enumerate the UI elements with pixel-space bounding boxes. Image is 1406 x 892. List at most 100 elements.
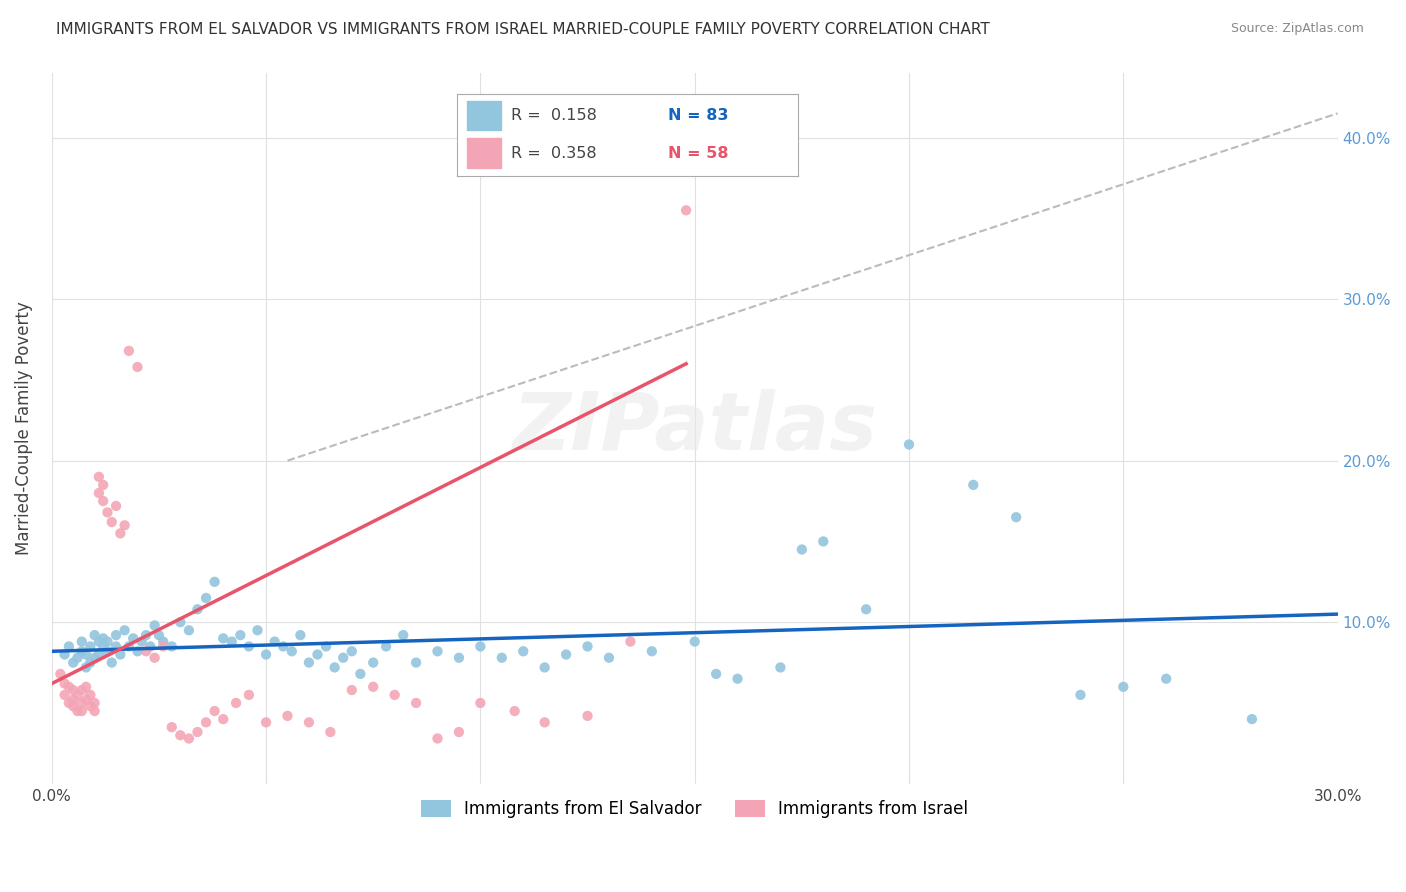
Point: [727, 672, 749, 686]
Point: [177, 624, 200, 638]
Point: [75, 660, 97, 674]
Point: [122, 632, 145, 646]
Point: [533, 715, 555, 730]
Point: [105, 640, 128, 654]
Point: [91, 640, 114, 654]
Point: [704, 666, 727, 681]
Point: [160, 720, 183, 734]
Point: [127, 644, 149, 658]
Point: [91, 632, 114, 646]
Point: [79, 699, 101, 714]
Point: [470, 640, 492, 654]
Point: [87, 470, 110, 484]
Point: [384, 688, 406, 702]
Point: [962, 478, 984, 492]
Point: [152, 634, 174, 648]
Point: [91, 494, 114, 508]
Point: [204, 574, 226, 589]
Point: [1240, 712, 1263, 726]
Point: [238, 640, 260, 654]
Point: [619, 634, 641, 648]
Point: [160, 640, 183, 654]
Point: [49, 666, 72, 681]
Point: [62, 699, 84, 714]
Point: [79, 640, 101, 654]
Point: [281, 644, 304, 658]
Point: [361, 680, 384, 694]
Legend: Immigrants from El Salvador, Immigrants from Israel: Immigrants from El Salvador, Immigrants …: [415, 794, 976, 825]
Point: [576, 640, 599, 654]
Point: [148, 628, 170, 642]
Point: [1154, 672, 1177, 686]
Point: [139, 640, 162, 654]
Point: [169, 728, 191, 742]
Point: [225, 696, 247, 710]
Point: [105, 628, 128, 642]
Point: [87, 634, 110, 648]
Point: [53, 676, 76, 690]
Point: [683, 634, 706, 648]
Point: [53, 648, 76, 662]
Point: [555, 648, 578, 662]
Point: [392, 628, 415, 642]
Point: [127, 359, 149, 374]
Point: [66, 688, 89, 702]
Point: [152, 640, 174, 654]
Point: [83, 696, 105, 710]
Point: [491, 650, 513, 665]
Point: [79, 688, 101, 702]
Point: [100, 656, 122, 670]
Point: [470, 696, 492, 710]
Point: [855, 602, 877, 616]
Text: IMMIGRANTS FROM EL SALVADOR VS IMMIGRANTS FROM ISRAEL MARRIED-COUPLE FAMILY POVE: IMMIGRANTS FROM EL SALVADOR VS IMMIGRANT…: [56, 22, 990, 37]
Point: [91, 478, 114, 492]
Point: [177, 731, 200, 746]
Point: [70, 683, 93, 698]
Point: [340, 683, 363, 698]
Point: [66, 704, 89, 718]
Point: [641, 644, 664, 658]
Point: [100, 515, 122, 529]
Point: [1005, 510, 1028, 524]
Point: [323, 660, 346, 674]
Point: [349, 666, 371, 681]
Point: [87, 648, 110, 662]
Point: [204, 704, 226, 718]
Point: [1112, 680, 1135, 694]
Point: [375, 640, 398, 654]
Point: [135, 628, 157, 642]
Point: [576, 709, 599, 723]
Point: [75, 680, 97, 694]
Point: [447, 650, 470, 665]
Point: [238, 688, 260, 702]
Point: [118, 343, 141, 358]
Point: [58, 640, 80, 654]
Point: [361, 656, 384, 670]
Point: [790, 542, 813, 557]
Point: [143, 618, 166, 632]
Point: [315, 640, 337, 654]
Point: [221, 634, 243, 648]
Point: [105, 499, 128, 513]
Point: [96, 644, 118, 658]
Point: [212, 632, 235, 646]
Point: [405, 656, 427, 670]
Point: [169, 615, 191, 630]
Point: [62, 692, 84, 706]
Point: [135, 644, 157, 658]
Point: [70, 644, 93, 658]
Point: [263, 634, 285, 648]
Point: [66, 650, 89, 665]
Y-axis label: Married-Couple Family Poverty: Married-Couple Family Poverty: [15, 301, 32, 555]
Point: [79, 656, 101, 670]
Point: [114, 624, 136, 638]
Point: [96, 505, 118, 519]
Point: [271, 640, 294, 654]
Point: [229, 628, 252, 642]
Point: [598, 650, 620, 665]
Point: [83, 650, 105, 665]
Point: [405, 696, 427, 710]
Point: [1069, 688, 1091, 702]
Point: [276, 709, 298, 723]
Point: [195, 715, 218, 730]
